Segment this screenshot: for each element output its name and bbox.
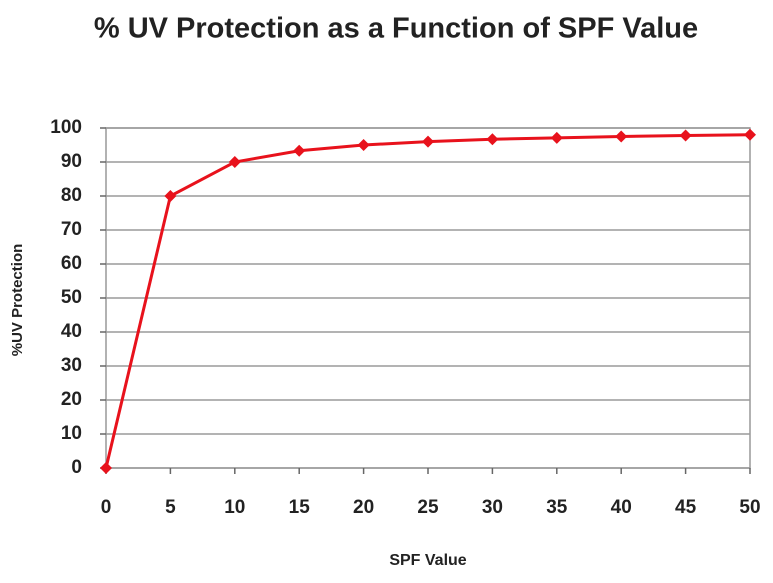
y-tick-label: 10	[61, 423, 82, 444]
y-tick-label: 30	[61, 355, 82, 376]
x-tick-label: 0	[101, 497, 112, 518]
y-tick-label: 20	[61, 389, 82, 410]
data-point	[357, 139, 370, 151]
x-tick-label: 5	[165, 497, 176, 518]
x-tick-label: 30	[482, 497, 503, 518]
y-tick-label: 80	[61, 185, 82, 206]
data-point	[100, 462, 112, 474]
y-tick-label: 70	[61, 219, 82, 240]
x-tick-label: 45	[675, 497, 697, 518]
y-axis-label: %UV Protection	[9, 244, 26, 357]
y-tick-label: 60	[61, 253, 82, 274]
data-point	[744, 128, 756, 141]
x-tick-label: 10	[224, 497, 245, 518]
y-tick-label: 40	[61, 321, 82, 342]
y-tick-label: 50	[61, 287, 82, 308]
x-tick-label: 15	[289, 497, 311, 518]
data-point	[293, 144, 306, 157]
data-point	[486, 133, 499, 146]
data-point	[228, 156, 241, 168]
data-point	[679, 129, 692, 142]
data-point	[164, 190, 177, 202]
y-tick-label: 100	[50, 117, 82, 138]
data-point	[422, 135, 434, 148]
y-tick-label: 0	[71, 457, 82, 478]
x-tick-label: 25	[417, 497, 439, 518]
x-tick-label: 40	[611, 497, 632, 518]
series-line	[104, 133, 751, 469]
x-tick-label: 35	[546, 497, 568, 518]
chart-title: % UV Protection as a Function of SPF Val…	[94, 13, 698, 45]
x-axis-label: SPF Value	[389, 552, 466, 569]
y-tick-label: 90	[61, 151, 82, 172]
x-tick-label: 50	[739, 497, 760, 518]
data-point	[550, 131, 563, 144]
data-point	[615, 130, 628, 143]
x-tick-label: 20	[353, 497, 374, 518]
